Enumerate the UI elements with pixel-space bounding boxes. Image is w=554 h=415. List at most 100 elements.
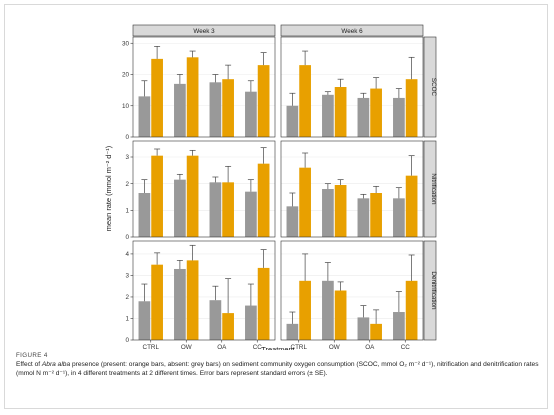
absent-bar — [209, 300, 222, 340]
present-bar — [257, 267, 270, 340]
figure-frame — [4, 4, 548, 409]
panel-border — [132, 140, 276, 238]
absent-bar — [393, 198, 405, 237]
absent-bar — [322, 280, 334, 340]
y-tick-label: 4 — [125, 251, 129, 258]
column-strip — [132, 24, 276, 37]
absent-bar — [138, 96, 151, 137]
present-bar — [299, 280, 311, 340]
present-bar — [257, 65, 270, 137]
absent-bar — [393, 312, 405, 340]
panel-border — [132, 36, 276, 138]
absent-bar — [209, 82, 222, 137]
facet-panel — [280, 240, 424, 341]
x-tick-label: OW — [329, 344, 340, 350]
present-bar — [186, 260, 199, 340]
y-tick-label: 30 — [122, 40, 130, 47]
present-bar — [405, 280, 418, 340]
present-bar — [222, 313, 234, 340]
present-bar — [299, 167, 311, 237]
present-bar — [186, 155, 199, 237]
y-tick-label: 10 — [122, 103, 130, 110]
present-bar — [370, 323, 382, 340]
present-bar — [186, 57, 199, 137]
present-bar — [151, 58, 163, 137]
row-strip-label: Nitrification — [430, 173, 437, 205]
column-strip-label: Week 6 — [341, 28, 363, 35]
caption-body: presence (present: orange bars, absent: … — [16, 361, 539, 377]
absent-bar — [322, 94, 334, 137]
row-strip — [423, 140, 437, 238]
panel-border — [280, 140, 424, 238]
row-strip-label: SCOC — [430, 78, 437, 97]
present-bar — [370, 193, 382, 237]
x-tick-label: CTRL — [143, 344, 160, 350]
facet-panel — [132, 36, 276, 138]
present-bar — [151, 264, 163, 340]
absent-bar — [286, 105, 299, 137]
x-axis-title: Treatment — [261, 345, 294, 350]
x-tick-label: OA — [217, 344, 227, 350]
absent-bar — [245, 91, 257, 137]
absent-bar — [322, 189, 334, 237]
figure-label: FIGURE 4 — [16, 352, 48, 359]
y-tick-label: 0 — [125, 234, 129, 241]
y-tick-label: 0 — [125, 134, 129, 141]
y-tick-label: 20 — [122, 72, 130, 79]
absent-bar — [286, 323, 299, 340]
absent-bar — [174, 268, 186, 340]
present-bar — [222, 79, 234, 137]
absent-bar — [393, 97, 405, 137]
facet-panel — [132, 240, 276, 341]
panel-border — [132, 240, 276, 341]
present-bar — [334, 87, 347, 137]
absent-bar — [138, 193, 151, 237]
absent-bar — [138, 301, 151, 340]
figure-caption: Effect of Abra alba presence (present: o… — [16, 361, 540, 379]
absent-bar — [245, 191, 257, 237]
absent-bar — [174, 179, 186, 237]
faceted-bar-chart: Week 3 Week 6SCOC0102030Nitrification0123… — [104, 24, 437, 350]
caption-prefix: Effect of — [16, 361, 42, 368]
y-tick-label: 0 — [125, 337, 129, 344]
x-tick-label: CC — [401, 344, 411, 350]
panel-border — [280, 240, 424, 341]
caption-species: Abra alba — [41, 361, 71, 368]
column-strip — [280, 24, 424, 37]
absent-bar — [209, 182, 222, 237]
present-bar — [334, 185, 347, 237]
x-tick-label: CTRL — [291, 344, 308, 350]
x-tick-label: OA — [365, 344, 375, 350]
panel-border — [280, 36, 424, 138]
x-tick-label: CC — [253, 344, 263, 350]
absent-bar — [286, 206, 299, 237]
y-tick-label: 2 — [125, 294, 129, 301]
facet-panel — [280, 140, 424, 238]
present-bar — [334, 290, 347, 340]
present-bar — [299, 65, 311, 137]
present-bar — [405, 175, 418, 237]
y-tick-label: 2 — [125, 181, 129, 188]
row-strip — [423, 240, 437, 341]
absent-bar — [245, 305, 257, 340]
facet-panel — [280, 36, 424, 138]
absent-bar — [357, 97, 370, 137]
present-bar — [222, 182, 234, 237]
y-tick-label: 1 — [125, 316, 129, 323]
facet-panel — [132, 140, 276, 238]
absent-bar — [357, 317, 370, 340]
absent-bar — [174, 83, 186, 137]
column-strip-label: Week 3 — [193, 28, 215, 35]
y-tick-label: 1 — [125, 208, 129, 215]
x-tick-label: OW — [181, 344, 192, 350]
row-strip-label: Denitrification — [430, 271, 437, 310]
absent-bar — [357, 198, 370, 237]
present-bar — [370, 88, 382, 137]
present-bar — [257, 163, 270, 237]
y-axis-title: mean rate (mmol m⁻² d⁻¹) — [104, 146, 113, 231]
y-tick-label: 3 — [125, 154, 129, 161]
y-tick-label: 3 — [125, 273, 129, 280]
present-bar — [405, 79, 418, 137]
row-strip — [423, 36, 437, 138]
present-bar — [151, 155, 163, 237]
